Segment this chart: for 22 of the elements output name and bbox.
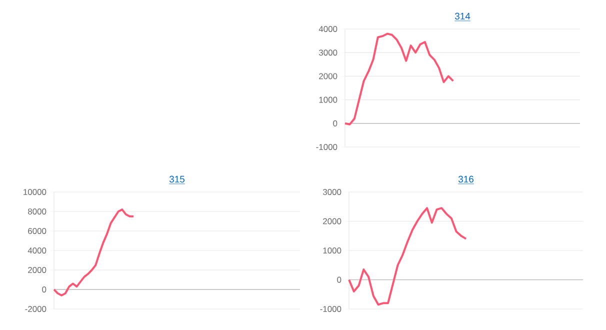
y-tick-label: 0	[42, 286, 46, 292]
y-tick-label: 1000	[319, 96, 338, 103]
y-tick-label: 2000	[319, 73, 338, 80]
chart-title: 315	[169, 176, 185, 183]
y-tick-label: 3000	[322, 189, 342, 195]
y-tick-label: 8000	[28, 208, 46, 214]
y-tick-label: -1000	[320, 306, 342, 312]
y-tick-label: 4000	[28, 248, 46, 254]
y-tick-label: 3000	[318, 50, 338, 56]
y-tick-label: 2000	[323, 218, 342, 224]
y-tick-label: 1000	[323, 248, 342, 254]
y-tick-label: 10000	[24, 189, 46, 195]
line-series	[344, 32, 454, 126]
y-tick-label: 4000	[318, 26, 338, 32]
y-tick-label: 0	[337, 276, 342, 283]
y-tick-label: 6000	[28, 228, 46, 234]
y-tick-label: -2000	[25, 306, 46, 312]
y-tick-label: -1000	[316, 144, 338, 150]
chart-title: 314	[454, 12, 470, 20]
y-tick-label: 0	[333, 120, 338, 126]
y-tick-label: 2000	[28, 267, 46, 273]
chart-title: 316	[458, 176, 474, 183]
